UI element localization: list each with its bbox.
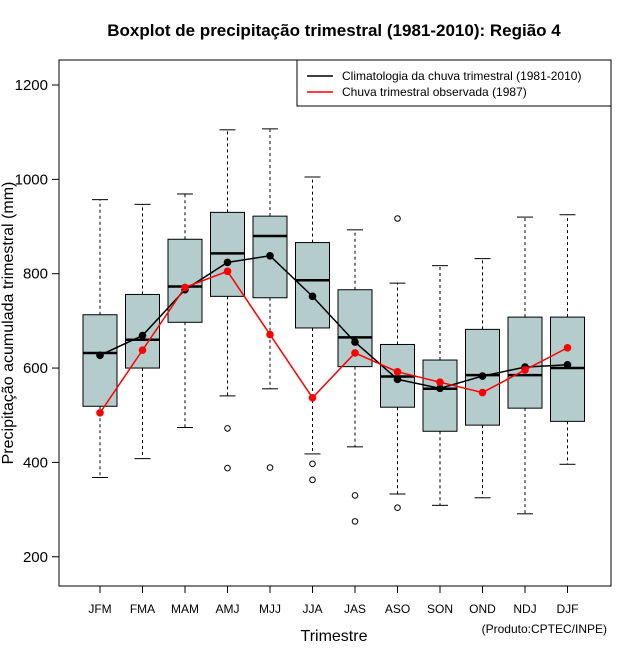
x-tick-label: OND xyxy=(469,602,496,616)
climatology-point xyxy=(266,251,274,260)
climatology-point xyxy=(563,360,572,369)
climatology-point xyxy=(478,372,487,380)
outlier-point xyxy=(351,492,359,499)
x-tick-label: JAS xyxy=(344,602,366,616)
outlier-point xyxy=(224,425,231,432)
observed-point xyxy=(138,346,147,354)
y-tick-label: 600 xyxy=(23,360,48,377)
climatology-point xyxy=(436,384,444,393)
x-tick-label: AMJ xyxy=(216,602,240,616)
climatology-point xyxy=(351,338,359,346)
y-tick-label: 400 xyxy=(23,454,48,471)
y-tick-label: 800 xyxy=(23,266,48,283)
box-iqr xyxy=(422,359,458,432)
observed-point xyxy=(351,349,359,357)
climatology-point xyxy=(96,351,104,360)
outlier-point xyxy=(224,464,231,472)
x-axis-label: Trimestre xyxy=(301,628,368,645)
legend-box xyxy=(296,59,612,107)
climatology-point xyxy=(223,258,232,267)
observed-point xyxy=(521,366,529,374)
outlier-point xyxy=(351,518,359,525)
box-iqr xyxy=(82,314,118,407)
x-tick-label: DJF xyxy=(557,602,579,616)
outlier-point xyxy=(394,504,401,511)
observed-point xyxy=(478,388,487,397)
observed-point xyxy=(308,393,317,402)
plot-area: 200 400 600 800 1000 1200 JFM FMA MAM AMJ MJJ JJA JA… xyxy=(15,77,585,616)
climatology-point xyxy=(138,331,147,340)
y-tick-label: 1000 xyxy=(15,171,48,188)
climatology-point xyxy=(308,292,317,301)
x-tick-label: ASO xyxy=(385,602,410,616)
climatology-point xyxy=(393,375,402,384)
legend-label-observed: Chuva trimestral observada (1987) xyxy=(342,85,527,99)
y-tick-label: 1200 xyxy=(15,77,48,94)
legend: Climatologia da chuva trimestral (1981-2… xyxy=(296,59,612,107)
box-iqr xyxy=(125,293,160,369)
observed-point xyxy=(563,343,572,352)
y-tick-label: 200 xyxy=(23,549,48,566)
observed-point xyxy=(96,409,104,417)
observed-point xyxy=(223,267,232,276)
x-tick-label: SON xyxy=(427,602,453,616)
x-tick-label: MJJ xyxy=(259,602,281,616)
y-axis-label: Precipitação acumulada trimestral (mm) xyxy=(0,182,17,465)
observed-point xyxy=(436,378,444,387)
outlier-point xyxy=(394,215,401,222)
observed-point xyxy=(181,283,189,292)
x-tick-label: MAM xyxy=(171,602,199,616)
observed-point xyxy=(266,330,274,339)
x-tick-label: JJA xyxy=(302,602,322,616)
chart-title: Boxplot de precipitação trimestral (1981… xyxy=(107,21,561,40)
observed-point xyxy=(393,368,402,376)
product-credit: (Produto:CPTEC/INPE) xyxy=(482,622,607,636)
observed-line xyxy=(99,270,568,414)
outlier-point xyxy=(309,476,316,484)
x-tick-label: NDJ xyxy=(513,602,536,616)
outlier-point xyxy=(309,460,316,468)
x-tick-label: JFM xyxy=(88,602,111,616)
box-iqr xyxy=(167,238,203,323)
legend-label-climatology: Climatologia da chuva trimestral (1981-2… xyxy=(342,69,581,83)
box-iqr xyxy=(507,316,543,409)
x-tick-label: FMA xyxy=(130,602,155,616)
outlier-point xyxy=(266,464,274,471)
